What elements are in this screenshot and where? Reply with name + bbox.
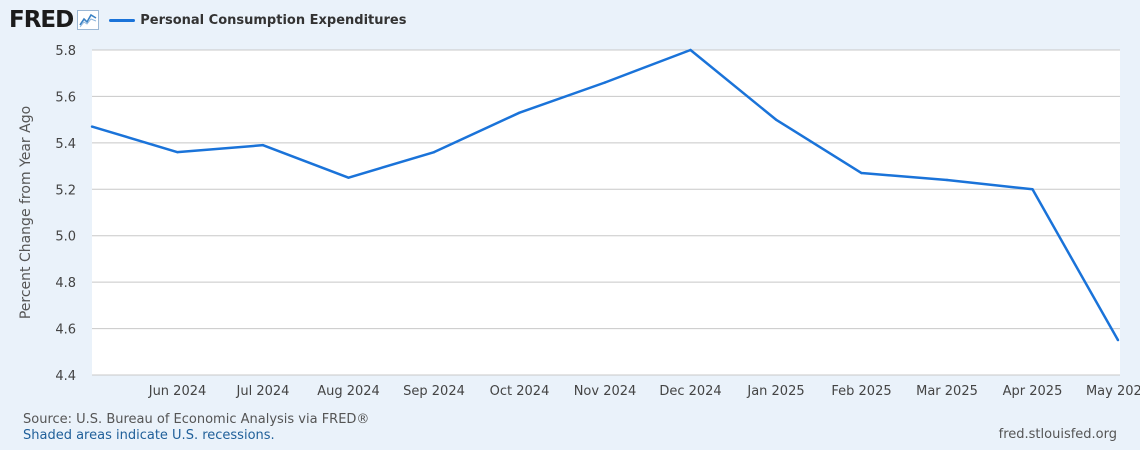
plot-area [92,50,1120,375]
data-point [774,118,778,121]
x-tick-label: Nov 2024 [574,384,637,399]
fred-logo[interactable]: FRED [9,6,74,33]
line-chart: 4.4 4.6 4.8 5.0 5.2 5.4 5.6 5.8 Jun 2024 Jul 2024… [18,44,1140,399]
y-tick-label: 4.8 [55,276,76,291]
legend-swatch [109,18,136,22]
data-point [347,176,350,179]
x-tick-label: Apr 2025 [1003,384,1063,399]
chart-header: FRED Personal Consumption Expenditures [9,6,406,34]
x-tick-label: Feb 2025 [831,384,891,399]
data-point [945,178,949,182]
data-point [432,150,436,154]
data-point [1116,338,1120,342]
data-point [176,150,179,154]
x-tick-label: Jan 2025 [746,384,804,399]
x-tick-label: Jun 2024 [148,384,207,399]
x-tick-label: Jul 2024 [236,384,290,399]
data-point [603,81,607,84]
x-tick-label: Oct 2024 [490,384,550,399]
recession-note: Shaded areas indicate U.S. recessions. [23,428,275,443]
data-point [90,125,94,128]
y-tick-label: 5.0 [55,230,76,245]
x-tick-label: Mar 2025 [916,384,978,399]
data-point [689,48,692,52]
y-axis-label: Percent Change from Year Ago [18,106,34,319]
y-tick-label: 5.8 [55,44,76,59]
source-note: Source: U.S. Bureau of Economic Analysis… [23,412,370,427]
data-point [1031,188,1034,191]
line-chart-icon [77,10,100,30]
legend: Personal Consumption Expenditures [109,13,406,28]
x-tick-label: Sep 2024 [403,384,465,399]
y-tick-label: 5.6 [55,90,76,105]
y-tick-label: 4.4 [55,369,76,384]
legend-label: Personal Consumption Expenditures [140,12,407,28]
site-url[interactable]: fred.stlouisfed.org [998,427,1117,442]
y-tick-label: 4.6 [55,323,76,338]
x-tick-label: Dec 2024 [659,384,721,399]
y-tick-label: 5.4 [55,137,76,152]
data-point [860,171,863,175]
footer-notes: Source: U.S. Bureau of Economic Analysis… [23,412,369,444]
data-point [518,111,521,114]
y-tick-label: 5.2 [55,183,76,198]
data-point [261,143,265,147]
x-tick-label: May 2025 [1086,384,1140,399]
x-tick-label: Aug 2024 [317,384,380,399]
